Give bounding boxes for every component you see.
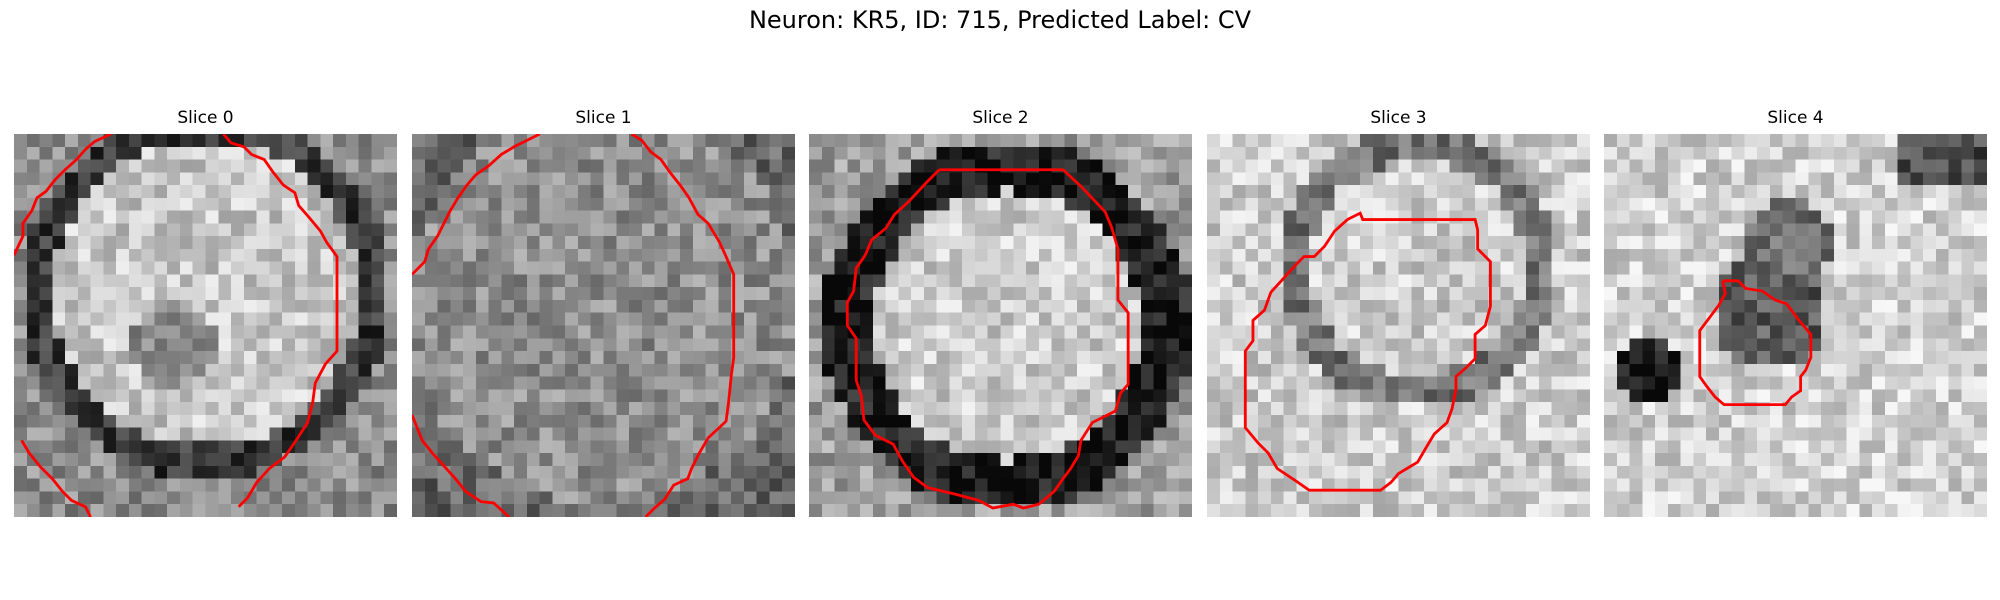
pixel-grid [412,134,795,517]
contour-line [412,414,510,517]
pixel-grid [809,134,1192,517]
pixel-grid [1207,134,1590,517]
contour-line [1243,211,1492,492]
contour-line [222,134,339,508]
slice-title-3: Slice 3 [1370,108,1427,128]
slice-image-2 [809,134,1192,517]
slice-image-1 [412,134,795,517]
slice-title-4: Slice 4 [1767,108,1824,128]
slice-title-2: Slice 2 [972,108,1029,128]
contour-line [20,439,92,517]
contour-line [14,134,112,256]
slice-title-0: Slice 0 [177,108,234,128]
pixel-grid [1604,134,1987,517]
slice-title-1: Slice 1 [575,108,632,128]
figure-title: Neuron: KR5, ID: 715, Predicted Label: C… [748,6,1252,34]
contour-line [412,134,541,276]
slice-image-4 [1604,134,1987,517]
contour-line [845,168,1130,510]
slice-image-3 [1207,134,1590,517]
contour-line [1698,279,1813,407]
slice-image-0 [14,134,397,517]
pixel-grid [14,134,397,517]
contour-line [630,134,736,517]
